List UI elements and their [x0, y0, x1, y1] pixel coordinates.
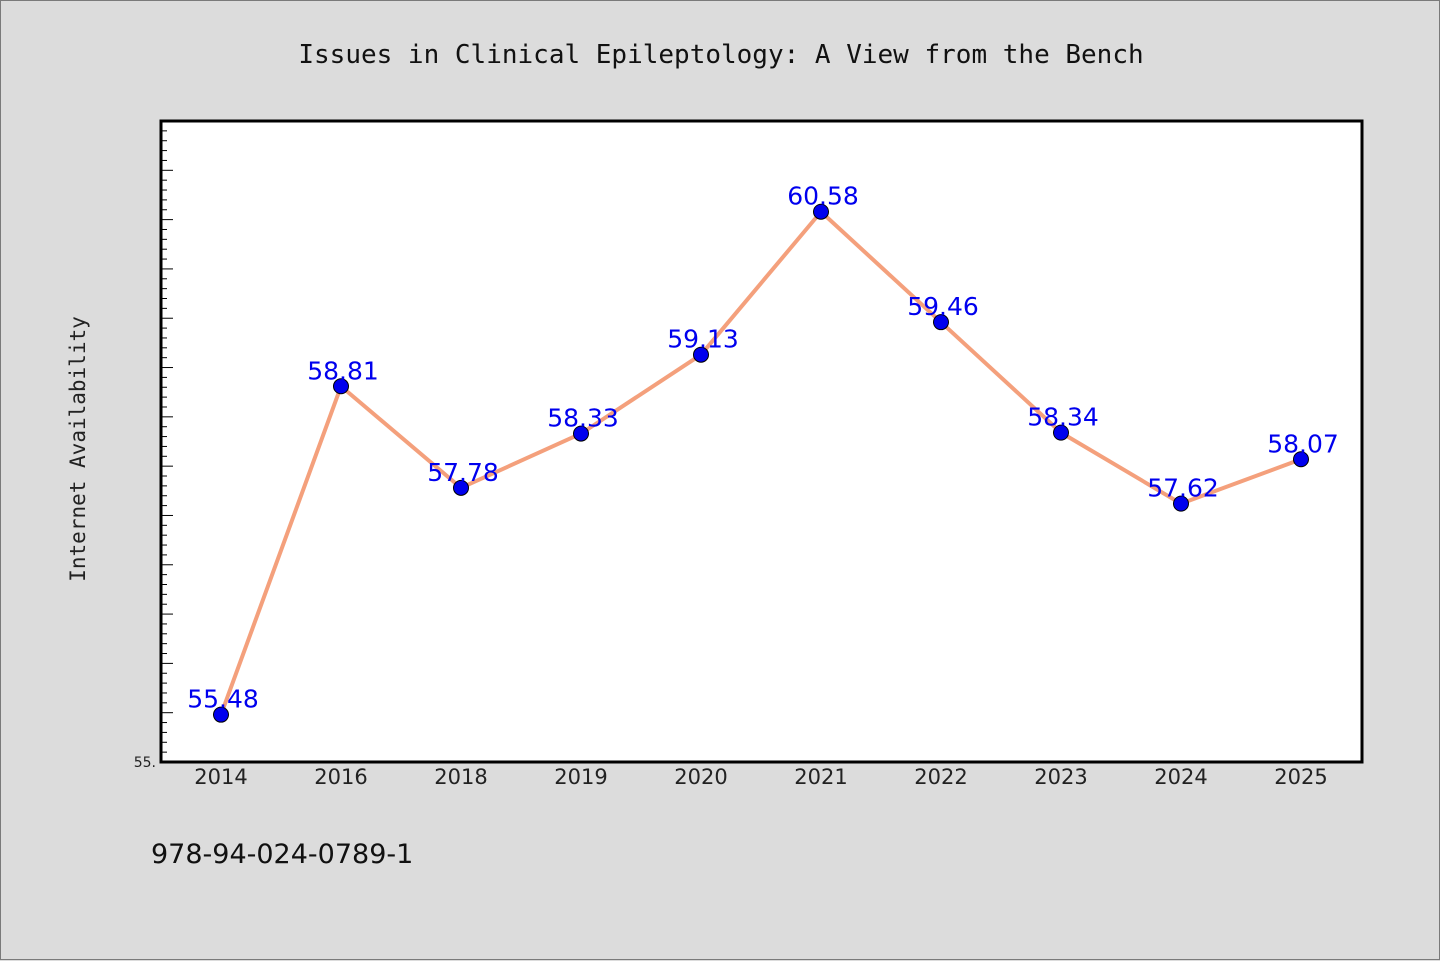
data-point [1173, 495, 1189, 512]
data-point [1053, 424, 1069, 441]
plot-area [159, 119, 1364, 764]
x-axis-ticks: 2014 2016 2018 2019 2020 2021 2022 2023 2024 2025 [194, 765, 1327, 789]
data-label: 58.33 [547, 404, 619, 433]
x-tick-label: 2021 [794, 765, 847, 789]
data-point [813, 203, 829, 220]
data-label: 59.13 [667, 325, 739, 354]
x-tick-label: 2014 [194, 765, 247, 789]
data-label: 58.34 [1027, 403, 1099, 432]
data-points [213, 203, 1309, 723]
data-label: 57.78 [427, 458, 499, 487]
x-tick-label: 2020 [674, 765, 727, 789]
data-label: 59.46 [907, 292, 979, 321]
data-label: 58.81 [307, 356, 379, 385]
x-tick-label: 2025 [1274, 765, 1327, 789]
data-point [333, 378, 349, 395]
data-label: 55.48 [187, 685, 259, 714]
data-point [693, 346, 709, 363]
data-point [933, 314, 949, 331]
data-label: 57.62 [1147, 474, 1219, 503]
y-axis-label: Internet Availability [66, 316, 90, 582]
data-point [573, 425, 589, 442]
isbn-footer: 978-94-024-0789-1 [151, 839, 413, 870]
series-line-group [219, 209, 1303, 717]
series-line [219, 209, 1303, 717]
x-tick-label: 2023 [1034, 765, 1087, 789]
x-tick-label: 2024 [1154, 765, 1207, 789]
data-labels: 55.48 58.81 57.78 58.33 59.13 60.58 59.46 58.34… [187, 182, 1339, 714]
x-tick-label: 2019 [554, 765, 607, 789]
chart-title: Issues in Clinical Epileptology: A View … [298, 40, 1143, 70]
data-point [1293, 451, 1309, 468]
y-tick-label: 55. [134, 755, 156, 771]
x-tick-label: 2022 [914, 765, 967, 789]
data-label: 60.58 [787, 182, 859, 211]
data-label: 58.07 [1267, 429, 1339, 458]
data-point [213, 706, 229, 723]
data-point [453, 479, 469, 496]
y-axis-ticks [161, 130, 173, 763]
x-tick-label: 2018 [434, 765, 487, 789]
x-tick-label: 2016 [314, 765, 367, 789]
